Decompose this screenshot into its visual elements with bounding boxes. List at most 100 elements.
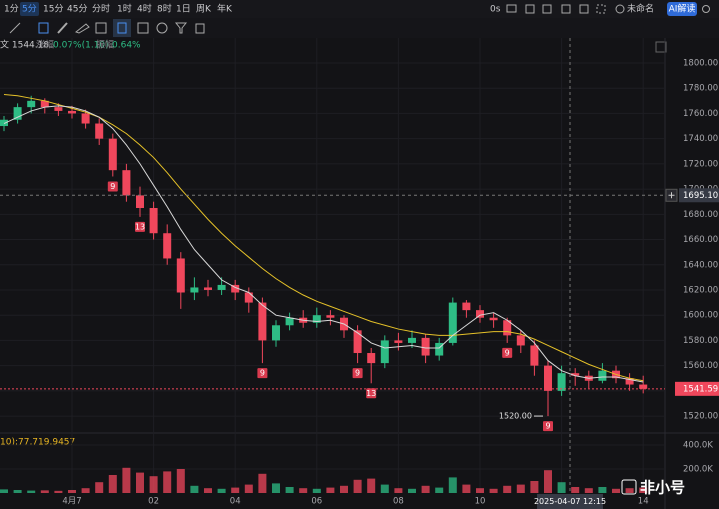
interval-button[interactable]: 分时 [92,3,110,15]
x-tick-label: 02 [148,497,159,507]
volume-bar [81,488,90,493]
delete-tool[interactable] [195,23,205,34]
interval-button[interactable]: 4时 [137,3,152,15]
drawing-toolbar [0,18,719,38]
interval-button[interactable]: 1时 [117,3,132,15]
volume-bar [204,488,212,493]
volume-bar [544,470,552,493]
x-tick-label: 06 [311,497,322,507]
volume-bar [367,478,376,493]
candle-body [489,317,498,321]
crosshair-price-label: 1695.10 [683,191,718,201]
moving-average [3,94,644,382]
y-tick-label: 1800.00 [683,58,718,68]
gear-icon[interactable] [579,4,589,14]
settings-icon[interactable] [561,4,571,14]
td-count: 9 [110,182,115,191]
line-tool[interactable] [9,22,21,34]
candle-body [353,330,362,354]
candle-body [503,320,512,336]
volume-bar [516,484,525,493]
pen-tool[interactable] [57,22,68,34]
save-icon[interactable] [525,4,535,14]
candle-body [244,292,253,303]
close-text: 文 1544.18 [0,39,49,51]
candle-body [13,107,22,120]
td-count: 9 [355,369,360,378]
td-count: 13 [366,389,376,398]
candle-body [204,287,212,290]
candle-body [81,113,90,124]
last-price-box [675,381,719,396]
interval-button[interactable]: 45分 [67,4,87,15]
candle-body [598,370,607,381]
expand-icon[interactable] [655,41,667,53]
volume-bar [639,487,648,493]
volume-bar [312,488,321,493]
volume-bar [122,467,131,493]
volume-bar [40,490,49,493]
td-count: 9 [505,348,510,357]
volume-bar [530,481,539,493]
fullscreen-icon[interactable] [596,4,606,14]
volume-bar [462,484,471,493]
volume-bar [299,488,308,493]
x-tick-label: 10 [475,497,486,507]
interval-button[interactable]: 5分 [22,4,37,15]
brush-tool[interactable] [74,23,90,34]
volume-bar [149,476,158,493]
interval-button[interactable]: 15分 [43,4,63,15]
x-tick-label: 14 [638,497,649,507]
candle-body [435,342,444,356]
logo-icon [621,479,637,495]
candle-body [516,335,525,346]
interval-button[interactable]: 1分 [4,4,19,15]
interval-button[interactable]: 周K [196,4,212,15]
candle-body [408,337,416,343]
volume-bar [380,484,389,493]
ai-button[interactable]: AI解读 [669,3,696,15]
y-tick-label: 1600.00 [683,311,718,321]
candle-body [95,123,104,139]
interval-button[interactable]: 1日 [176,4,191,15]
edit-icon[interactable] [542,4,552,14]
td-count-bg [366,388,377,399]
image-tool[interactable] [137,22,149,34]
ai-button-bg[interactable] [667,2,697,16]
volume-bar [353,479,362,493]
interval-button[interactable]: 8时 [157,3,172,15]
volume-tick-label: 200.0K [683,465,713,475]
camera-icon[interactable] [506,4,517,13]
toolbar-bg [0,0,719,18]
candle-body [122,170,131,196]
volume-bar [217,488,226,493]
y-tick-label: 1520.00 [683,412,718,422]
cloud-icon [615,4,625,14]
volume-bar [340,485,348,493]
volume-bar [489,488,498,493]
lock-tool[interactable] [117,22,127,34]
overlay: 1541.59 1695.10 2025-04-07 12:15 [0,38,719,509]
volume-bar [408,488,416,493]
interval-button[interactable]: 年K [217,3,233,15]
td-count: 9 [545,422,550,431]
active-tool-bg [113,19,131,37]
volume-bar [598,487,607,493]
candle-body [0,119,8,127]
crosshair-time-box [537,494,603,509]
layout-name[interactable]: 未命名 [627,3,654,15]
candle-body [231,284,240,293]
magnet-tool[interactable] [156,22,168,34]
filter-tool[interactable] [174,22,188,34]
share-icon[interactable] [702,5,710,13]
timer[interactable]: 0s [490,5,501,15]
copy-tool[interactable] [38,22,49,34]
ruler-tool[interactable] [95,22,107,34]
candle-body [380,340,389,364]
volume-bar [0,489,8,493]
candle-body [312,315,321,323]
volume-bar [13,490,22,493]
td-count-bg [257,368,268,379]
